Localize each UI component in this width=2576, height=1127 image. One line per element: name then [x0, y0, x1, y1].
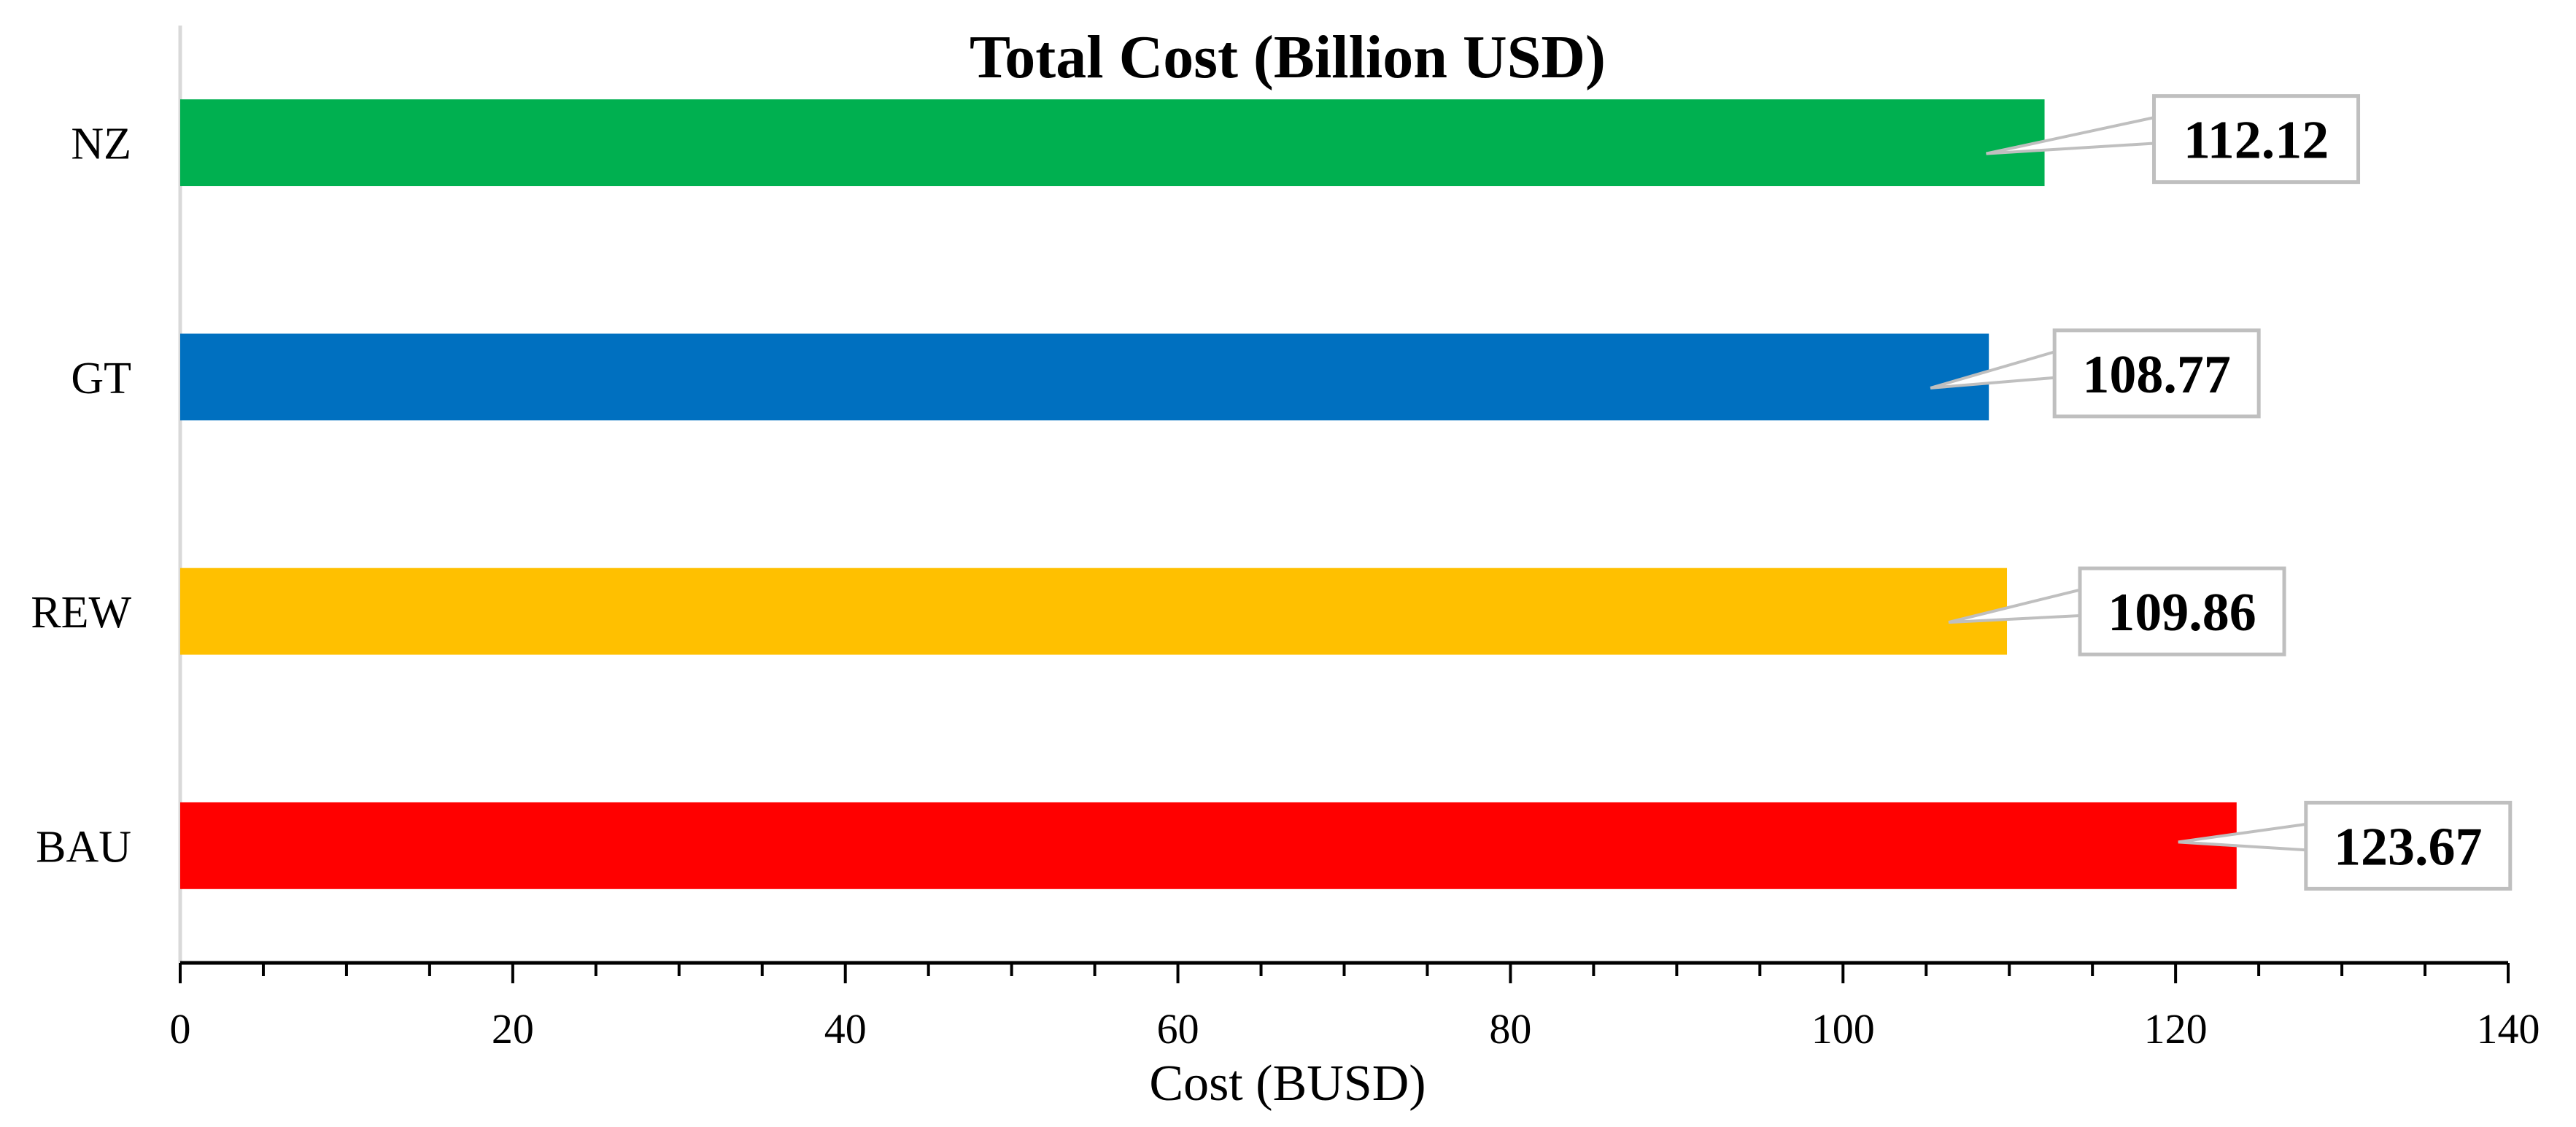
y-category-label: REW	[31, 588, 131, 638]
x-tick-label: 20	[492, 1005, 534, 1053]
x-tick-label: 120	[2144, 1005, 2208, 1053]
data-label: 123.67	[2334, 817, 2483, 877]
x-axis-title: Cost (BUSD)	[1149, 1056, 1426, 1112]
bar-rew	[180, 568, 2008, 655]
data-label: 109.86	[2108, 583, 2256, 643]
bar-nz	[180, 99, 2045, 187]
x-tick-label: 80	[1489, 1005, 1531, 1053]
data-label-box	[2304, 800, 2513, 891]
x-tick-label: 140	[2477, 1005, 2540, 1053]
y-category-label: GT	[71, 354, 131, 403]
data-label-box	[2078, 566, 2286, 657]
chart-title: Total Cost (Billion USD)	[970, 23, 1606, 91]
x-axis-ticks: 0 20 40 60 80 100 120 140	[170, 963, 2540, 1053]
x-tick-label: 100	[1811, 1005, 1875, 1053]
bar-bau	[180, 802, 2237, 889]
data-label: 112.12	[2184, 111, 2329, 171]
x-tick-label: 0	[170, 1005, 191, 1053]
data-label: 108.77	[2082, 345, 2231, 405]
data-labels: 112.12 108.77 109.86 123.67	[1930, 94, 2513, 891]
y-category-label: BAU	[36, 822, 131, 872]
bar-gt	[180, 333, 1989, 421]
data-label-box	[2052, 328, 2261, 419]
data-label-box	[2152, 94, 2361, 185]
x-tick-label: 40	[824, 1005, 867, 1053]
x-tick-label: 60	[1157, 1005, 1199, 1053]
y-category-label: NZ	[71, 120, 131, 169]
bars: NZ GT REW BAU	[31, 99, 2237, 889]
